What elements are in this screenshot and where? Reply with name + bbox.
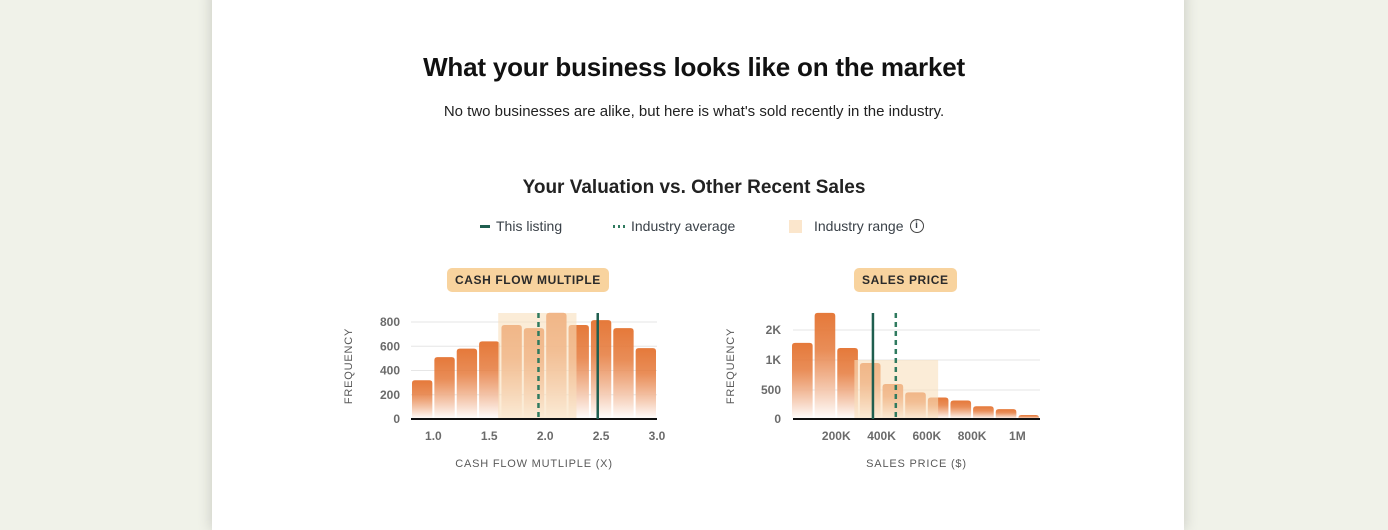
content-card	[212, 0, 1184, 530]
histogram-bar	[837, 348, 858, 419]
x-tick-label: 2.0	[537, 429, 554, 443]
average-dots-swatch	[613, 224, 625, 228]
histogram-bar	[456, 348, 478, 419]
x-tick-label: 3.0	[649, 429, 666, 443]
x-tick-label: 800K	[958, 429, 987, 443]
histogram-bar	[995, 409, 1017, 419]
y-axis-label: FREQUENCY	[343, 328, 355, 404]
y-tick-label: 200	[380, 388, 400, 402]
legend-label: Industry range	[814, 218, 904, 234]
legend-industry-average: Industry average	[613, 218, 735, 234]
x-axis-label: SALES PRICE ($)	[866, 458, 967, 470]
y-tick-label: 0	[774, 412, 781, 426]
histogram-bar	[792, 342, 813, 419]
page-subtitle: No two businesses are alike, but here is…	[443, 103, 945, 120]
legend-label: Industry average	[631, 218, 736, 234]
x-axis-label: CASH FLOW MUTLIPLE (X)	[455, 458, 613, 470]
histogram-bar	[1018, 414, 1039, 419]
chart-title-sales-price: SALES PRICE	[854, 268, 957, 292]
x-tick-label: 600K	[912, 429, 941, 443]
range-swatch	[789, 219, 802, 233]
histogram-bar	[814, 312, 836, 419]
histogram-bar	[635, 348, 656, 419]
y-tick-label: 0	[393, 412, 400, 426]
sales-price-chart: 0 500 1K 2K 200K 400K 600K 800K 1M SALES PRICE ($…	[725, 312, 1040, 470]
y-tick-label: 2K	[766, 323, 782, 337]
x-tick-label: 400K	[867, 429, 896, 443]
x-tick-label: 1M	[1009, 429, 1026, 443]
listing-line-swatch	[480, 224, 490, 228]
x-tick-label: 1.5	[481, 429, 498, 443]
y-axis-label: FREQUENCY	[725, 328, 737, 404]
legend-label: This listing	[496, 218, 563, 234]
info-icon[interactable]: i	[909, 219, 924, 233]
histogram-bar	[950, 400, 972, 419]
cash-flow-chart: 0 200 400 600 800 1.0 1.5 2.0 2.5 3.0 CASH FLOW MU…	[343, 312, 666, 470]
x-tick-label: 1.0	[425, 429, 442, 443]
histogram-bar	[613, 328, 634, 419]
industry-range-band	[498, 313, 577, 419]
histogram-bar	[434, 357, 455, 419]
section-title: Your Valuation vs. Other Recent Sales	[522, 177, 866, 198]
x-tick-label: 200K	[822, 429, 851, 443]
y-tick-label: 500	[761, 383, 781, 397]
x-tick-label: 2.5	[593, 429, 610, 443]
histogram-bar	[479, 341, 500, 419]
y-tick-label: 400	[380, 364, 400, 378]
y-tick-label: 600	[380, 339, 400, 353]
y-tick-label: 800	[380, 315, 400, 329]
legend-industry-range: Industry range i	[789, 218, 924, 234]
page-title: What your business looks like on the mar…	[423, 52, 965, 82]
legend-this-listing: This listing	[480, 218, 562, 234]
histogram-bar	[973, 406, 994, 419]
histogram-bar	[412, 380, 433, 419]
y-tick-label: 1K	[766, 353, 782, 367]
chart-title-cash-flow: CASH FLOW MULTIPLE	[447, 268, 609, 292]
histogram-bar	[590, 320, 612, 419]
